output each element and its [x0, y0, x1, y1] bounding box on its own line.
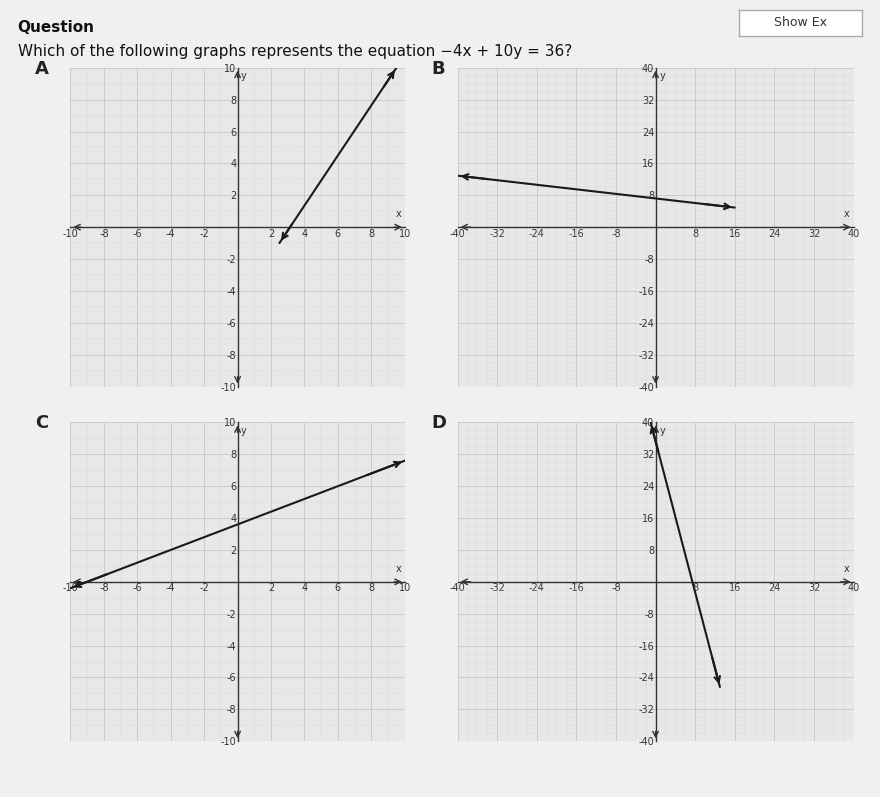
Text: y: y	[660, 71, 665, 81]
Text: B: B	[431, 60, 444, 78]
Text: D: D	[431, 414, 446, 433]
Text: C: C	[35, 414, 48, 433]
Text: x: x	[396, 563, 401, 574]
Text: y: y	[241, 426, 246, 436]
Text: x: x	[844, 209, 850, 219]
Text: Show Ex: Show Ex	[774, 16, 827, 29]
Text: x: x	[396, 209, 401, 219]
Text: x: x	[844, 563, 850, 574]
Text: Which of the following graphs represents the equation −4x + 10y = 36?: Which of the following graphs represents…	[18, 44, 572, 59]
Text: y: y	[660, 426, 665, 436]
Text: Question: Question	[18, 20, 94, 35]
Text: A: A	[35, 60, 49, 78]
Text: y: y	[241, 71, 246, 81]
